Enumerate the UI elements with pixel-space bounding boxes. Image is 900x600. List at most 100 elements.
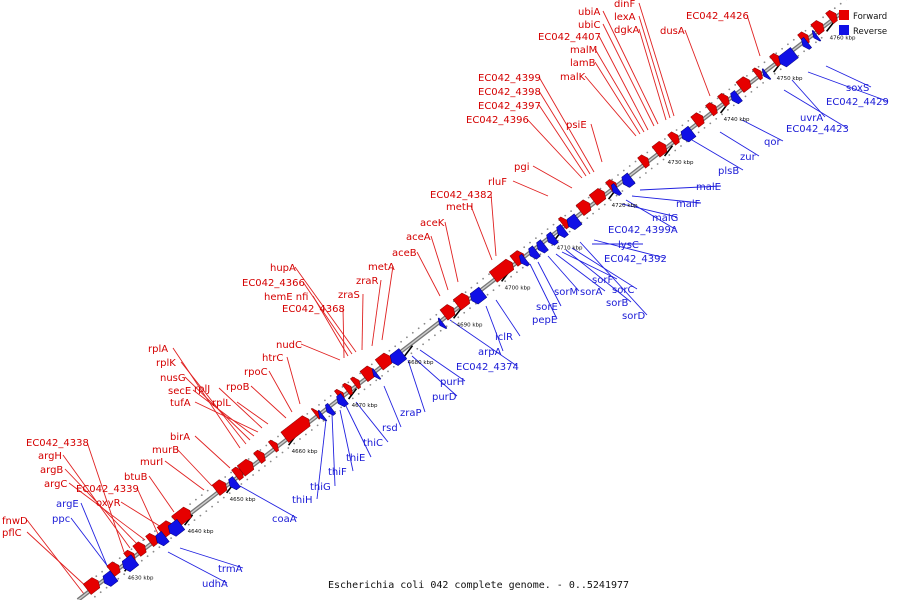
gene-label-zur[interactable]: zur — [740, 152, 757, 163]
reverse-gene-block[interactable] — [776, 47, 799, 68]
reverse-gene-block[interactable] — [517, 253, 530, 268]
gene-label-rpll[interactable]: rplL — [212, 398, 231, 409]
gene-label-ec042-4399[interactable]: EC042_4399 — [478, 73, 541, 84]
reverse-gene-block[interactable] — [120, 554, 140, 574]
gene-label-zras[interactable]: zraS — [338, 290, 360, 301]
gene-label-sora[interactable]: sorA — [580, 287, 602, 298]
gene-label-murb[interactable]: murB — [152, 445, 179, 456]
forward-gene-block[interactable] — [132, 540, 149, 557]
gene-label-malm[interactable]: malM — [570, 45, 597, 56]
forward-gene-block[interactable] — [825, 8, 840, 24]
gene-label-thie[interactable]: thiE — [346, 453, 365, 464]
gene-label-ec042-4399a[interactable]: EC042_4399A — [608, 225, 678, 236]
gene-label-thig[interactable]: thiG — [310, 482, 331, 493]
gene-label-zrap[interactable]: zraP — [400, 408, 422, 419]
gene-label-pflc[interactable]: pflC — [2, 528, 22, 539]
reverse-gene-block[interactable] — [799, 36, 812, 51]
reverse-gene-block[interactable] — [166, 518, 186, 538]
gene-label-dgka[interactable]: dgkA — [614, 25, 639, 36]
gene-label-tufa[interactable]: tufA — [170, 398, 191, 409]
forward-gene-block[interactable] — [211, 478, 229, 496]
forward-gene-block[interactable] — [342, 381, 355, 396]
gene-label-ec042-4382[interactable]: EC042_4382 — [430, 190, 493, 201]
reverse-gene-block[interactable] — [153, 530, 170, 547]
gene-blocks[interactable] — [82, 8, 840, 595]
gene-label-soxs[interactable]: soxS — [846, 83, 869, 94]
forward-gene-block[interactable] — [253, 448, 268, 464]
gene-label-arge[interactable]: argE — [56, 499, 79, 510]
gene-label-coaa[interactable]: coaA — [272, 514, 297, 525]
gene-label-uvra[interactable]: uvrA — [800, 113, 823, 124]
gene-label-meth[interactable]: metH — [446, 202, 473, 213]
gene-label-sorb[interactable]: sorB — [606, 298, 628, 309]
reverse-gene-block[interactable] — [370, 368, 382, 382]
gene-label-rpob[interactable]: rpoB — [226, 382, 250, 393]
forward-gene-block[interactable] — [82, 576, 102, 595]
gene-label-oxyr[interactable]: oxyR — [96, 498, 121, 509]
gene-label-purd[interactable]: purD — [432, 392, 457, 403]
forward-gene-block[interactable] — [717, 92, 732, 108]
forward-gene-block[interactable] — [690, 111, 707, 128]
gene-label-malg[interactable]: malG — [652, 213, 678, 224]
gene-label-ec042-4368[interactable]: EC042_4368 — [282, 304, 345, 315]
reverse-gene-block[interactable] — [760, 68, 772, 82]
gene-label-acek[interactable]: aceK — [420, 218, 445, 229]
reverse-gene-block[interactable] — [679, 125, 697, 144]
gene-label-meta[interactable]: metA — [368, 262, 395, 273]
gene-label-argb[interactable]: argB — [40, 465, 63, 476]
gene-label-nudc[interactable]: nudC — [276, 340, 302, 351]
reverse-gene-block[interactable] — [388, 348, 408, 368]
gene-label-psie[interactable]: psiE — [566, 120, 587, 131]
reverse-gene-block[interactable] — [554, 223, 569, 239]
gene-label-lysc[interactable]: lysC — [618, 240, 639, 251]
forward-gene-block[interactable] — [350, 375, 363, 390]
gene-label-rluf[interactable]: rluF — [488, 177, 507, 188]
gene-label-heme-nfi[interactable]: hemE nfi — [264, 292, 308, 303]
forward-gene-block[interactable] — [651, 139, 669, 158]
gene-label-ec042-4426[interactable]: EC042_4426 — [686, 11, 749, 22]
reverse-gene-block[interactable] — [334, 393, 349, 409]
gene-label-argh[interactable]: argH — [38, 451, 62, 462]
gene-label-zrar[interactable]: zraR — [356, 276, 378, 287]
gene-label-ec042-4396[interactable]: EC042_4396 — [466, 115, 529, 126]
gene-label-sorm[interactable]: sorM — [554, 287, 578, 298]
gene-label-argc[interactable]: argC — [44, 479, 67, 490]
gene-label-dinf[interactable]: dinF — [614, 0, 635, 10]
gene-label-aceb[interactable]: aceB — [392, 248, 417, 259]
gene-label-sord[interactable]: sorD — [622, 311, 645, 322]
gene-label-thih[interactable]: thiH — [292, 495, 313, 506]
gene-label-ec042-4338[interactable]: EC042_4338 — [26, 438, 89, 449]
forward-gene-block[interactable] — [752, 66, 765, 81]
reverse-gene-block[interactable] — [526, 245, 541, 261]
gene-label-ubic[interactable]: ubiC — [578, 20, 600, 31]
forward-gene-block[interactable] — [810, 19, 827, 36]
gene-label-dusa[interactable]: dusA — [660, 26, 685, 37]
forward-gene-block[interactable] — [488, 257, 516, 283]
gene-label-ec042-4339[interactable]: EC042_4339 — [76, 484, 139, 495]
gene-label-rplk[interactable]: rplK — [156, 358, 176, 369]
gene-label-thif[interactable]: thiF — [328, 467, 347, 478]
reverse-gene-block[interactable] — [810, 29, 822, 43]
forward-gene-block[interactable] — [280, 414, 313, 443]
gene-label-sorc[interactable]: sorC — [612, 285, 634, 296]
gene-label-plsb[interactable]: plsB — [718, 166, 739, 177]
gene-label-ec042-4392[interactable]: EC042_4392 — [604, 254, 667, 265]
gene-label-qor[interactable]: qor — [764, 137, 781, 148]
gene-label-ec042-4423[interactable]: EC042_4423 — [786, 124, 849, 135]
gene-label-acea[interactable]: aceA — [406, 232, 431, 243]
reverse-gene-block[interactable] — [609, 183, 622, 197]
forward-gene-block[interactable] — [268, 438, 281, 453]
reverse-gene-block[interactable] — [101, 570, 119, 589]
forward-gene-block[interactable] — [588, 187, 608, 206]
gene-label-ec042-4429[interactable]: EC042_4429 — [826, 97, 889, 108]
gene-label-udha[interactable]: udhA — [202, 579, 228, 590]
gene-label-ubia[interactable]: ubiA — [578, 7, 600, 18]
gene-label-malk[interactable]: malK — [560, 72, 586, 83]
gene-label-pepe[interactable]: pepE — [532, 315, 557, 326]
forward-gene-block[interactable] — [637, 153, 652, 169]
gene-label-rplj[interactable]: rplJ — [194, 384, 210, 395]
gene-label-trma[interactable]: trmA — [218, 564, 243, 575]
forward-gene-block[interactable] — [667, 130, 682, 146]
forward-gene-block[interactable] — [236, 457, 256, 477]
gene-label-ec042-4407[interactable]: EC042_4407 — [538, 32, 601, 43]
